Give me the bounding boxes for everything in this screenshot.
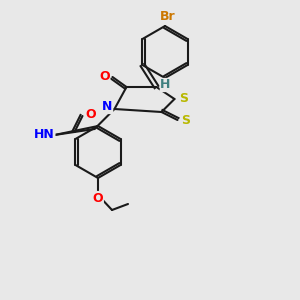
Text: N: N <box>102 100 113 113</box>
Text: S: S <box>179 92 188 104</box>
Text: HN: HN <box>34 128 55 140</box>
Text: O: O <box>85 109 96 122</box>
Text: Br: Br <box>160 11 176 23</box>
Text: O: O <box>99 70 110 83</box>
Text: O: O <box>93 191 103 205</box>
Text: S: S <box>181 113 190 127</box>
Text: H: H <box>160 79 171 92</box>
